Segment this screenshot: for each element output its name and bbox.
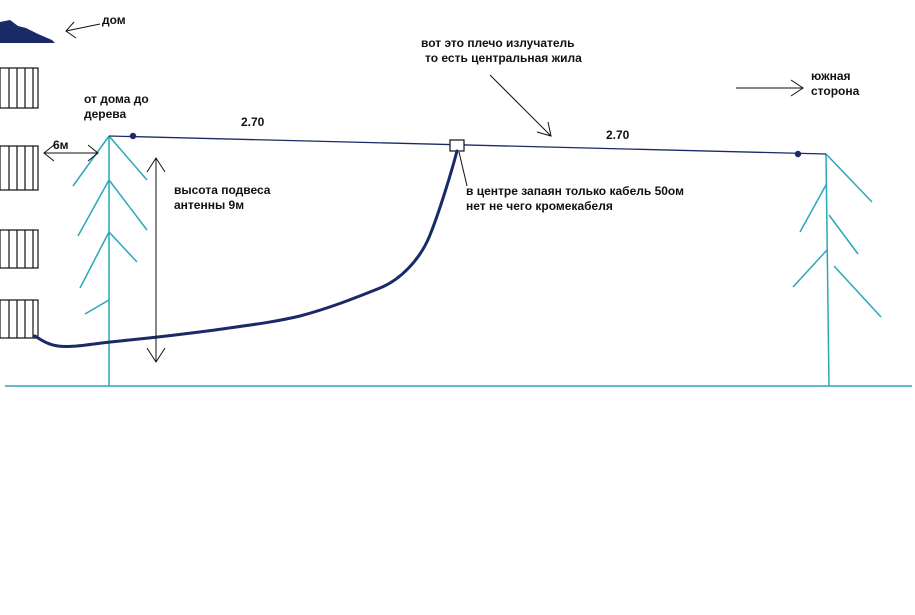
distance-label-line2: дерева xyxy=(84,107,127,121)
south-label-line1: южная xyxy=(811,69,851,83)
center-feed-label-line2: нет не чего кромекабеля xyxy=(466,199,613,213)
coax-cable xyxy=(33,149,459,348)
distance-label-line1: от дома до xyxy=(84,92,149,106)
window xyxy=(0,67,39,109)
left-insulator xyxy=(129,132,137,140)
center-feed-box xyxy=(449,139,465,152)
radiator-arrow xyxy=(489,74,552,137)
house-arrow xyxy=(65,21,101,39)
radiator-label-line2: то есть центральная жила xyxy=(425,51,582,65)
house-roof xyxy=(0,20,55,43)
south-arrow xyxy=(736,79,804,97)
house-label: дом xyxy=(102,13,126,27)
house-windows xyxy=(0,67,39,339)
radiator-label-line1: вот это плечо излучатель xyxy=(421,36,575,50)
right-arm-length: 2.70 xyxy=(606,128,630,142)
window xyxy=(0,299,39,339)
window xyxy=(0,229,39,269)
right-tree xyxy=(792,153,882,387)
distance-value: 6м xyxy=(53,138,69,152)
center-feed-label-line1: в центре запаян только кабель 50ом xyxy=(466,184,684,198)
center-label-arrow xyxy=(458,151,468,187)
height-arrow xyxy=(146,157,166,363)
window xyxy=(0,145,39,191)
antenna-wire xyxy=(108,135,827,155)
height-label-line2: антенны 9м xyxy=(174,198,245,212)
left-tree xyxy=(72,135,148,386)
right-insulator xyxy=(794,150,802,158)
height-label-line1: высота подвеса xyxy=(174,183,271,197)
distance-arrow xyxy=(43,144,99,162)
south-label-line2: сторона xyxy=(811,84,860,98)
left-arm-length: 2.70 xyxy=(241,115,265,129)
